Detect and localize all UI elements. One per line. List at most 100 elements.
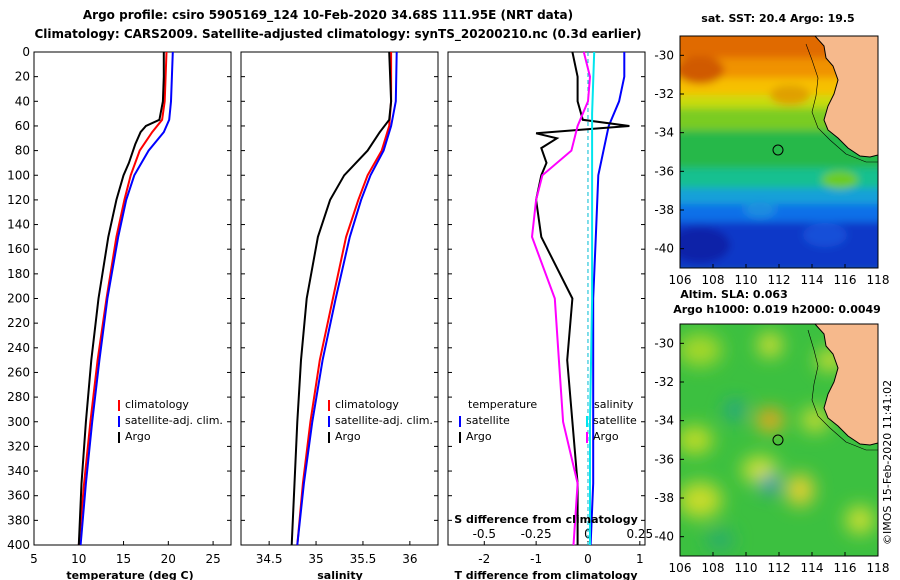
temperature-series bbox=[77, 51, 174, 546]
difference-series bbox=[530, 51, 630, 546]
credit-text: ©IMOS 15-Feb-2020 11:41:02 bbox=[881, 380, 894, 545]
map-y-tick-label: -36 bbox=[654, 164, 674, 178]
depth-axis-ticks: 0 20 40 60 80 100 120 140 160 180 200 220 240 260 280 3… bbox=[7, 45, 645, 552]
map-x-tick-label: 112 bbox=[768, 273, 791, 287]
depth-tick-label: 60 bbox=[15, 119, 30, 133]
depth-tick-label: 400 bbox=[7, 538, 30, 552]
salinity-legend: climatology satellite-adj. clim. Argo bbox=[328, 398, 433, 443]
legend-label-climatology: climatology bbox=[125, 398, 189, 411]
map-y-tick-label: -40 bbox=[654, 530, 674, 544]
map-x-tick-label: 108 bbox=[702, 273, 725, 287]
legend-label-s-argo: Argo bbox=[593, 430, 619, 443]
sla-map-ticks: 106 108 110 112 114 116 118 -30 -32 -34 -36 -38 -40 bbox=[654, 336, 889, 575]
s-difference-xlabel: S difference from climatology bbox=[454, 513, 638, 526]
depth-tick-label: 340 bbox=[7, 464, 30, 478]
x-tick-label: -0.25 bbox=[521, 527, 552, 541]
x-tick-label: 0.25 bbox=[626, 527, 653, 541]
map-x-tick-label: 116 bbox=[834, 561, 857, 575]
map-x-tick-label: 118 bbox=[867, 273, 890, 287]
x-tick-label: 25 bbox=[205, 552, 220, 566]
depth-tick-label: 300 bbox=[7, 415, 30, 429]
x-tick-label: 35.5 bbox=[350, 552, 377, 566]
legend-header-salinity: salinity bbox=[594, 398, 634, 411]
sst-argo-marker bbox=[772, 144, 784, 156]
s-satellite-diff-line bbox=[589, 51, 596, 545]
depth-tick-label: 20 bbox=[15, 70, 30, 84]
temperature-legend: climatology satellite-adj. clim. Argo bbox=[118, 398, 223, 443]
salinity-xlabel: salinity bbox=[317, 569, 363, 580]
depth-tick-label: 40 bbox=[15, 94, 30, 108]
x-tick-label: -1 bbox=[530, 552, 542, 566]
x-tick-label: 34.5 bbox=[256, 552, 283, 566]
argo-line bbox=[290, 51, 393, 546]
x-tick-label: 35 bbox=[308, 552, 323, 566]
depth-tick-label: 140 bbox=[7, 218, 30, 232]
map-y-tick-label: -34 bbox=[654, 126, 674, 140]
map-y-tick-label: -36 bbox=[654, 452, 674, 466]
map-y-tick-label: -30 bbox=[654, 48, 674, 62]
sla-map-subtitle: Argo h1000: 0.019 h2000: 0.0049 bbox=[673, 303, 881, 316]
climatology-line bbox=[296, 52, 393, 546]
x-tick-label: 10 bbox=[71, 552, 86, 566]
map-x-tick-label: 110 bbox=[735, 273, 758, 287]
depth-tick-label: 120 bbox=[7, 193, 30, 207]
sla-map bbox=[680, 324, 878, 556]
map-x-tick-label: 112 bbox=[768, 561, 791, 575]
depth-tick-label: 160 bbox=[7, 242, 30, 256]
depth-tick-label: 220 bbox=[7, 316, 30, 330]
map-y-tick-label: -38 bbox=[654, 203, 674, 217]
depth-tick-label: 0 bbox=[22, 45, 30, 59]
map-x-tick-label: 118 bbox=[867, 561, 890, 575]
depth-tick-label: 80 bbox=[15, 144, 30, 158]
satellite-clim-line bbox=[296, 51, 398, 546]
temperature-axis-ticks: 5 10 15 20 25 bbox=[30, 541, 221, 566]
map-x-tick-label: 108 bbox=[702, 561, 725, 575]
climatology-line bbox=[77, 51, 168, 546]
depth-tick-label: 360 bbox=[7, 489, 30, 503]
map-x-tick-label: 116 bbox=[834, 273, 857, 287]
map-y-tick-label: -34 bbox=[654, 414, 674, 428]
map-x-tick-label: 114 bbox=[801, 561, 824, 575]
x-tick-label: -2 bbox=[478, 552, 490, 566]
s-argo-diff-line bbox=[530, 51, 592, 546]
t-difference-xlabel: T difference from climatology bbox=[454, 569, 637, 580]
salinity-panel-frame bbox=[240, 51, 439, 546]
map-y-tick-label: -38 bbox=[654, 491, 674, 505]
legend-label-climatology: climatology bbox=[335, 398, 399, 411]
sla-argo-marker bbox=[772, 434, 784, 446]
t-satellite-diff-line bbox=[589, 52, 626, 546]
t-argo-diff-line bbox=[535, 51, 630, 545]
sst-map-ticks: 106 108 110 112 114 116 118 -30 -32 -34 -36 -38 -40 bbox=[654, 48, 889, 287]
title-line-2: Climatology: CARS2009. Satellite-adjuste… bbox=[34, 27, 641, 42]
sst-map-title: sat. SST: 20.4 Argo: 19.5 bbox=[701, 12, 854, 25]
sst-map bbox=[680, 36, 878, 268]
depth-tick-label: 320 bbox=[7, 439, 30, 453]
legend-label-satellite: satellite-adj. clim. bbox=[125, 414, 223, 427]
depth-tick-label: 180 bbox=[7, 267, 30, 281]
x-tick-label: -0.5 bbox=[473, 527, 496, 541]
x-tick-label: 1 bbox=[636, 552, 644, 566]
map-x-tick-label: 110 bbox=[735, 561, 758, 575]
depth-tick-label: 380 bbox=[7, 513, 30, 527]
title-line-1: Argo profile: csiro 5905169_124 10-Feb-2… bbox=[83, 8, 573, 23]
salinity-series bbox=[290, 51, 398, 546]
map-y-tick-label: -32 bbox=[654, 87, 674, 101]
salinity-axis-ticks: 34.5 35 35.5 36 bbox=[256, 541, 417, 566]
difference-panel-frame bbox=[447, 51, 646, 546]
x-tick-label: 20 bbox=[161, 552, 176, 566]
difference-legend: temperature satellite Argo salinity sate… bbox=[459, 398, 637, 443]
map-x-tick-label: 106 bbox=[669, 561, 692, 575]
map-y-tick-label: -30 bbox=[654, 336, 674, 350]
legend-label-t-argo: Argo bbox=[466, 430, 492, 443]
temperature-xlabel: temperature (deg C) bbox=[66, 569, 193, 580]
depth-tick-label: 100 bbox=[7, 168, 30, 182]
x-tick-label: 15 bbox=[116, 552, 131, 566]
legend-label-t-satellite: satellite bbox=[466, 414, 510, 427]
depth-tick-label: 200 bbox=[7, 292, 30, 306]
depth-tick-label: 280 bbox=[7, 390, 30, 404]
x-tick-label: 0 bbox=[584, 527, 592, 541]
argo-line bbox=[77, 52, 165, 546]
map-x-tick-label: 106 bbox=[669, 273, 692, 287]
depth-tick-label: 260 bbox=[7, 365, 30, 379]
